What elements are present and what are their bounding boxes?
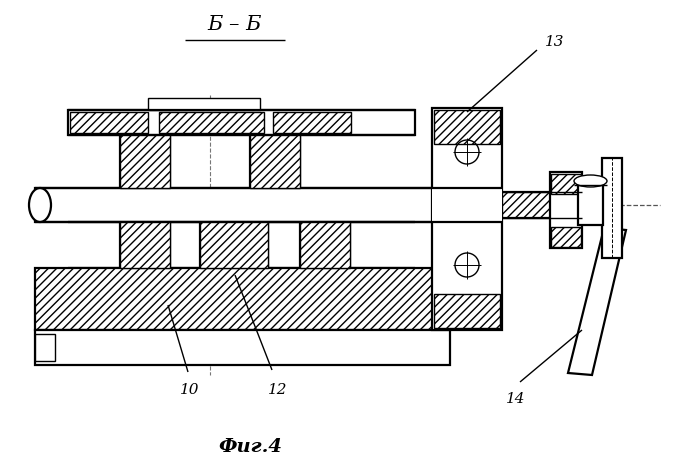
Bar <box>159 112 264 133</box>
Bar <box>120 135 170 188</box>
Bar <box>432 188 502 222</box>
Bar <box>148 98 260 110</box>
Ellipse shape <box>574 175 607 187</box>
Bar <box>578 185 603 225</box>
Text: 12: 12 <box>268 383 288 397</box>
Polygon shape <box>568 228 626 375</box>
Bar <box>35 330 450 365</box>
Bar <box>68 110 415 135</box>
Bar <box>35 268 450 330</box>
Bar <box>551 227 581 247</box>
Bar <box>602 158 622 258</box>
Text: Б – Б: Б – Б <box>208 16 262 34</box>
Bar <box>120 222 170 268</box>
Bar <box>502 192 565 218</box>
Bar <box>35 334 55 361</box>
Bar <box>35 188 450 222</box>
Bar <box>550 172 582 248</box>
Bar <box>551 174 581 194</box>
Text: 14: 14 <box>506 392 526 406</box>
Bar <box>432 108 502 330</box>
Text: 10: 10 <box>180 383 200 397</box>
Ellipse shape <box>29 188 51 222</box>
Bar <box>300 222 350 268</box>
Text: 13: 13 <box>545 35 565 49</box>
Bar <box>434 110 500 144</box>
Text: Фиг.4: Фиг.4 <box>218 438 282 456</box>
Bar <box>273 112 351 133</box>
Bar <box>70 112 148 133</box>
Bar <box>250 135 300 188</box>
Bar <box>434 294 500 328</box>
Bar <box>200 222 268 268</box>
